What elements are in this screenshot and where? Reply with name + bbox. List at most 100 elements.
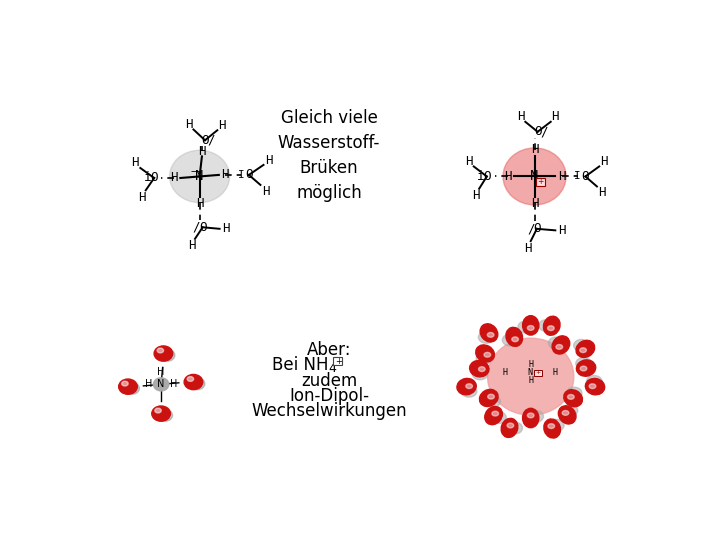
FancyBboxPatch shape <box>534 370 541 376</box>
Ellipse shape <box>580 366 587 371</box>
Text: H: H <box>531 143 539 156</box>
Ellipse shape <box>457 379 476 395</box>
Ellipse shape <box>490 411 506 423</box>
Ellipse shape <box>562 404 577 416</box>
Ellipse shape <box>119 379 138 394</box>
Text: +: + <box>538 177 544 186</box>
Ellipse shape <box>539 320 554 332</box>
Ellipse shape <box>585 379 605 395</box>
Ellipse shape <box>552 336 570 354</box>
Ellipse shape <box>479 367 485 372</box>
Ellipse shape <box>528 410 544 422</box>
Ellipse shape <box>587 375 602 388</box>
Ellipse shape <box>157 348 163 353</box>
Text: Ion-Dipol-: Ion-Dipol- <box>289 387 369 405</box>
Text: I: I <box>575 172 581 181</box>
Text: H: H <box>188 239 196 252</box>
Text: O: O <box>150 172 158 185</box>
Ellipse shape <box>558 406 576 424</box>
Ellipse shape <box>158 409 173 421</box>
Ellipse shape <box>485 395 500 407</box>
Text: H: H <box>598 186 606 199</box>
Text: O: O <box>534 125 541 138</box>
Text: I: I <box>238 170 245 180</box>
Text: Wechselwirkungen: Wechselwirkungen <box>251 402 407 420</box>
FancyBboxPatch shape <box>536 178 545 186</box>
Text: H: H <box>262 185 269 198</box>
Ellipse shape <box>548 337 564 349</box>
Ellipse shape <box>576 340 595 357</box>
Ellipse shape <box>589 384 596 389</box>
Text: O: O <box>582 170 589 183</box>
Text: Aber:: Aber: <box>307 341 351 359</box>
Ellipse shape <box>506 327 523 346</box>
Ellipse shape <box>153 378 168 391</box>
Ellipse shape <box>487 338 574 415</box>
Text: H: H <box>138 191 145 204</box>
Text: i: i <box>144 172 152 185</box>
Text: zudem: zudem <box>301 372 357 389</box>
Ellipse shape <box>469 361 489 377</box>
FancyBboxPatch shape <box>333 357 343 364</box>
Ellipse shape <box>503 334 518 346</box>
Ellipse shape <box>152 406 171 421</box>
Text: H: H <box>198 145 206 158</box>
Text: H    N    H: H N H <box>503 368 558 376</box>
Text: O: O <box>483 170 490 183</box>
Text: H: H <box>524 242 531 255</box>
Text: N: N <box>158 379 165 389</box>
Ellipse shape <box>547 326 554 330</box>
Text: /: / <box>540 125 547 138</box>
Ellipse shape <box>518 321 534 333</box>
Text: H: H <box>158 367 165 377</box>
Text: Gleich viele
Wasserstoff-
Brüken
möglich: Gleich viele Wasserstoff- Brüken möglich <box>278 109 380 202</box>
Text: H: H <box>600 154 608 167</box>
Ellipse shape <box>170 150 230 202</box>
Text: H: H <box>472 189 480 202</box>
Text: H: H <box>171 172 178 185</box>
Ellipse shape <box>567 387 582 399</box>
Text: /: / <box>527 222 534 235</box>
Ellipse shape <box>556 345 562 349</box>
Ellipse shape <box>527 326 534 330</box>
Text: H: H <box>517 110 524 123</box>
Text: +: + <box>335 357 341 366</box>
Text: H: H <box>528 360 534 369</box>
Text: O: O <box>245 168 253 181</box>
Ellipse shape <box>155 408 161 413</box>
Ellipse shape <box>485 407 503 424</box>
Ellipse shape <box>125 382 140 394</box>
Text: H: H <box>559 224 566 237</box>
Text: H: H <box>528 376 534 385</box>
Ellipse shape <box>507 423 513 428</box>
Text: N: N <box>531 170 539 184</box>
Text: /: / <box>193 221 200 234</box>
Text: O: O <box>202 134 209 147</box>
Ellipse shape <box>191 378 205 390</box>
Text: H: H <box>504 170 511 183</box>
Text: H: H <box>558 170 565 183</box>
Ellipse shape <box>544 419 560 438</box>
Ellipse shape <box>472 368 488 380</box>
Ellipse shape <box>466 384 472 389</box>
Text: H: H <box>170 379 177 389</box>
Ellipse shape <box>523 408 539 428</box>
Ellipse shape <box>187 376 194 381</box>
Ellipse shape <box>503 148 566 205</box>
Text: H: H <box>185 118 192 131</box>
Text: H: H <box>265 154 273 167</box>
Ellipse shape <box>476 345 495 362</box>
Ellipse shape <box>567 395 575 399</box>
Ellipse shape <box>478 331 494 343</box>
Text: O: O <box>199 221 207 234</box>
Text: N: N <box>195 170 204 184</box>
Text: H: H <box>552 110 559 123</box>
Ellipse shape <box>564 390 582 407</box>
Text: +: + <box>536 370 541 375</box>
Text: i: i <box>477 170 485 183</box>
Ellipse shape <box>161 349 175 361</box>
Ellipse shape <box>576 357 592 369</box>
Ellipse shape <box>501 418 518 437</box>
Ellipse shape <box>548 424 554 429</box>
Ellipse shape <box>577 360 595 376</box>
